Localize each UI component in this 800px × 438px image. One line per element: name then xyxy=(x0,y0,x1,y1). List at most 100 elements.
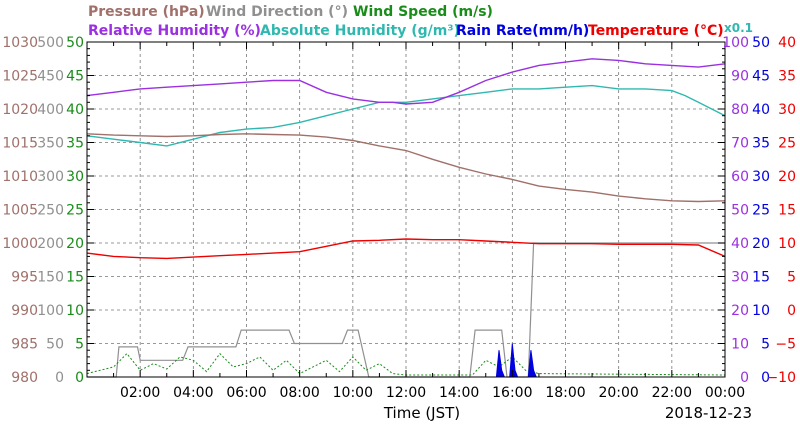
y-tick-label-wind-direction: 0 xyxy=(55,370,64,386)
y-tick-label-relative-humidity: 100 xyxy=(722,35,749,51)
y-tick-label-temperature: 35 xyxy=(778,69,796,85)
y-tick-label-wind-speed: 15 xyxy=(66,270,84,286)
y-tick-label-temperature: 10 xyxy=(778,236,796,252)
series-absolute-humidity xyxy=(86,84,726,147)
y-tick-label-wind-direction: 50 xyxy=(46,337,64,353)
y-tick-label-rain-rate: 45 xyxy=(752,69,770,85)
y-tick-label-temperature: −5 xyxy=(775,337,796,353)
y-tick-label-temperature: 20 xyxy=(778,169,796,185)
y-tick-label-relative-humidity: 20 xyxy=(731,303,749,319)
x-tick-label: 18:00 xyxy=(545,385,585,401)
right-axes: 0102030405060708090100051015202530354045… xyxy=(722,35,796,386)
grid xyxy=(87,42,725,377)
y-tick-label-pressure: 980 xyxy=(11,370,38,386)
axis-ticks xyxy=(87,41,725,378)
y-tick-label-pressure: 1000 xyxy=(2,236,38,252)
series-wind-speed xyxy=(86,352,726,376)
x-tick-label: 12:00 xyxy=(386,385,426,401)
y-tick-label-wind-direction: 300 xyxy=(37,169,64,185)
y-tick-label-rain-rate: 15 xyxy=(752,270,770,286)
y-tick-label-temperature: 40 xyxy=(778,35,796,51)
x-tick-label: 22:00 xyxy=(652,385,692,401)
legend: Pressure (hPa) Wind Direction (°) Wind S… xyxy=(88,4,753,39)
y-tick-label-temperature: 30 xyxy=(778,102,796,118)
legend-pressure: Pressure (hPa) xyxy=(88,4,205,20)
y-tick-label-relative-humidity: 10 xyxy=(731,337,749,353)
x-tick-label: 02:00 xyxy=(120,385,160,401)
y-tick-label-wind-direction: 200 xyxy=(37,236,64,252)
y-tick-label-wind-speed: 10 xyxy=(66,303,84,319)
x-tick-label: 14:00 xyxy=(439,385,479,401)
x-tick-label: 10:00 xyxy=(333,385,373,401)
y-tick-label-wind-direction: 400 xyxy=(37,102,64,118)
date-label: 2018-12-23 xyxy=(665,404,752,422)
legend-temperature: Temperature (°C) xyxy=(588,23,724,39)
y-tick-label-wind-direction: 100 xyxy=(37,303,64,319)
y-tick-label-pressure: 995 xyxy=(11,270,38,286)
y-tick-label-pressure: 1005 xyxy=(2,203,38,219)
y-tick-label-wind-speed: 35 xyxy=(66,136,84,152)
y-tick-label-wind-speed: 20 xyxy=(66,236,84,252)
y-tick-label-pressure: 1015 xyxy=(2,136,38,152)
y-tick-label-wind-speed: 40 xyxy=(66,102,84,118)
series-temperature xyxy=(86,238,726,260)
y-tick-label-rain-rate: 0 xyxy=(761,370,770,386)
y-tick-label-rain-rate: 5 xyxy=(761,337,770,353)
series-rain-rate xyxy=(87,343,725,378)
y-tick-label-rain-rate: 35 xyxy=(752,136,770,152)
y-tick-label-relative-humidity: 80 xyxy=(731,102,749,118)
y-tick-label-temperature: 15 xyxy=(778,203,796,219)
y-tick-label-pressure: 1030 xyxy=(2,35,38,51)
y-tick-label-wind-speed: 25 xyxy=(66,203,84,219)
y-tick-label-wind-speed: 50 xyxy=(66,35,84,51)
y-tick-label-relative-humidity: 0 xyxy=(740,370,749,386)
x-axis-label: Time (JST) xyxy=(383,404,460,422)
x-tick-label: 16:00 xyxy=(492,385,532,401)
y-tick-label-temperature: 0 xyxy=(787,303,796,319)
y-tick-label-relative-humidity: 40 xyxy=(731,236,749,252)
x-tick-label: 20:00 xyxy=(598,385,638,401)
series-pressure xyxy=(86,133,726,203)
y-tick-label-relative-humidity: 70 xyxy=(731,136,749,152)
y-tick-label-pressure: 1010 xyxy=(2,169,38,185)
y-tick-label-wind-speed: 0 xyxy=(75,370,84,386)
y-tick-label-wind-speed: 45 xyxy=(66,69,84,85)
y-tick-label-temperature: 25 xyxy=(778,136,796,152)
y-tick-label-wind-direction: 500 xyxy=(37,35,64,51)
legend-absolute-humidity: Absolute Humidity (g/m³) xyxy=(260,23,460,39)
y-tick-label-wind-speed: 30 xyxy=(66,169,84,185)
y-tick-label-wind-direction: 350 xyxy=(37,136,64,152)
y-tick-label-relative-humidity: 90 xyxy=(731,69,749,85)
legend-relative-humidity: Relative Humidity (%) xyxy=(88,23,261,39)
x-tick-label: 04:00 xyxy=(173,385,213,401)
y-tick-label-wind-direction: 150 xyxy=(37,270,64,286)
y-tick-label-pressure: 1025 xyxy=(2,69,38,85)
y-tick-label-pressure: 985 xyxy=(11,337,38,353)
y-tick-label-rain-rate: 20 xyxy=(752,236,770,252)
y-tick-label-rain-rate: 25 xyxy=(752,203,770,219)
y-tick-label-relative-humidity: 30 xyxy=(731,270,749,286)
y-tick-label-relative-humidity: 60 xyxy=(731,169,749,185)
y-tick-label-rain-rate: 30 xyxy=(752,169,770,185)
y-tick-label-rain-rate: 40 xyxy=(752,102,770,118)
y-tick-label-wind-direction: 450 xyxy=(37,69,64,85)
series-wind-direction xyxy=(87,242,725,378)
x-tick-label: 00:00 xyxy=(705,385,745,401)
y-tick-label-relative-humidity: 50 xyxy=(731,203,749,219)
y-tick-label-temperature: −10 xyxy=(766,370,796,386)
y-tick-label-pressure: 1020 xyxy=(2,102,38,118)
legend-rain-rate: Rain Rate(mm/h) xyxy=(456,23,589,39)
x-tick-label: 08:00 xyxy=(279,385,319,401)
legend-abs-hum-scale: x0.1 xyxy=(724,21,753,35)
y-tick-label-rain-rate: 50 xyxy=(752,35,770,51)
left-axes: 9809859909951000100510101015102010251030… xyxy=(2,35,84,386)
y-tick-label-pressure: 990 xyxy=(11,303,38,319)
legend-wind-speed: Wind Speed (m/s) xyxy=(353,4,493,20)
series-relative-humidity xyxy=(86,58,726,105)
y-tick-label-temperature: 5 xyxy=(787,270,796,286)
y-tick-label-rain-rate: 10 xyxy=(752,303,770,319)
x-axis: 02:00 04:00 06:00 08:00 10:00 12:00 14:00 16:00… xyxy=(120,385,745,401)
